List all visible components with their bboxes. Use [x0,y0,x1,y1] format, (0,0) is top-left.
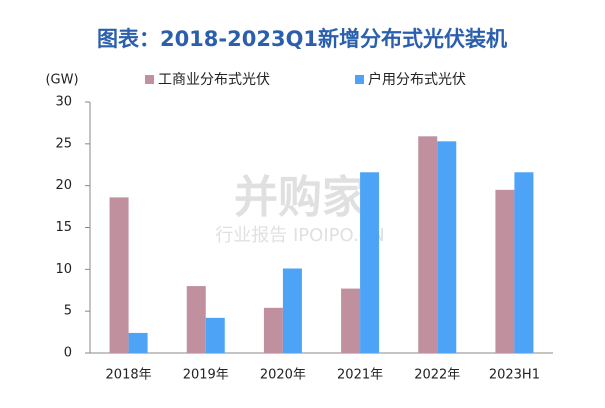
y-tick-label: 5 [64,304,72,319]
bar [360,172,380,353]
x-tick-label: 2021年 [337,368,383,383]
x-tick-label: 2023H1 [489,368,540,383]
legend-swatch [355,75,364,84]
bar [186,286,206,353]
x-tick-label: 2019年 [183,368,229,383]
x-tick-label: 2018年 [106,368,152,383]
y-tick-label: 20 [55,178,72,193]
bar [418,136,438,353]
bar [341,288,361,353]
y-tick-label: 30 [55,95,72,110]
bar [437,141,457,353]
chart-title: 图表：2018-2023Q1新增分布式光伏装机 [97,27,507,51]
y-axis-label: (GW) [45,73,78,88]
watermark-brand: 并购家 [234,172,366,223]
legend-swatch [145,75,154,84]
bar [109,197,129,353]
bar [514,172,534,353]
watermark-tagline: 行业报告 IPOIPO.CN [215,225,384,246]
x-tick-label: 2020年 [260,368,306,383]
bar [128,332,148,353]
legend-label: 户用分布式光伏 [368,71,466,88]
bar [282,268,302,353]
y-tick-label: 0 [64,346,72,361]
x-tick-label: 2022年 [414,368,460,383]
y-tick-label: 15 [55,220,72,235]
bar [263,307,283,353]
bar [495,189,515,353]
y-tick-label: 25 [55,136,72,151]
legend-label: 工商业分布式光伏 [158,72,270,88]
y-tick-label: 10 [55,262,72,277]
bar [205,317,225,353]
